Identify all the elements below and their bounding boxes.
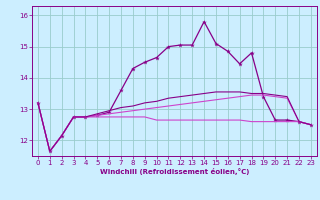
X-axis label: Windchill (Refroidissement éolien,°C): Windchill (Refroidissement éolien,°C) (100, 168, 249, 175)
